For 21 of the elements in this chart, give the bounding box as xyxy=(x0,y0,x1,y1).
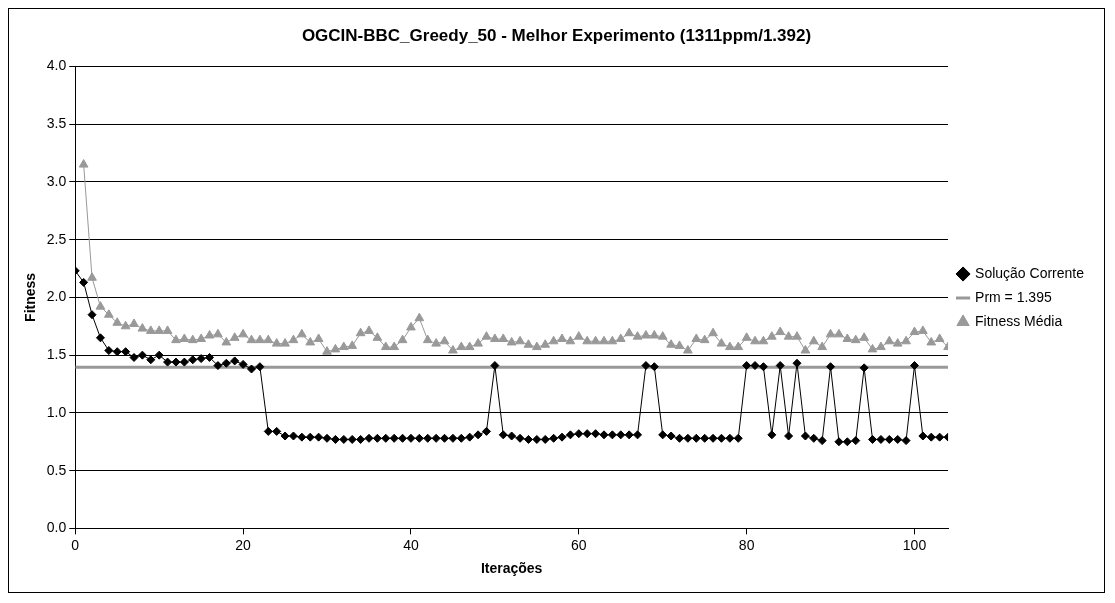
chart-title: OGCIN-BBC_Greedy_50 - Melhor Experimento (1311ppm/1.392) xyxy=(301,25,812,45)
y-tick-label: 0.0 xyxy=(46,519,67,536)
x-tick-label: 60 xyxy=(571,536,587,553)
y-tick-label: 1.0 xyxy=(46,403,67,420)
y-tick-label: 3.5 xyxy=(46,115,67,132)
y-tick-label: 2.0 xyxy=(46,288,67,305)
y-tick-label: 2.5 xyxy=(46,230,67,247)
y-tick-label: 4.0 xyxy=(46,57,67,74)
x-tick-label: 0 xyxy=(71,536,80,553)
legend-label: Fitness Média xyxy=(975,312,1063,329)
legend-label: Solução Corrente xyxy=(975,264,1085,281)
x-tick-label: 100 xyxy=(902,536,927,553)
y-tick-label: 1.5 xyxy=(46,346,67,363)
legend-label: Prm = 1.395 xyxy=(975,288,1052,305)
x-tick-label: 80 xyxy=(738,536,755,553)
y-tick-label: 0.5 xyxy=(46,461,67,478)
y-axis-title: Fitness xyxy=(22,272,39,322)
x-tick-label: 20 xyxy=(235,536,252,553)
x-axis-title: Iterações xyxy=(480,560,543,577)
x-tick-label: 40 xyxy=(403,536,419,553)
y-tick-label: 3.0 xyxy=(46,172,67,189)
